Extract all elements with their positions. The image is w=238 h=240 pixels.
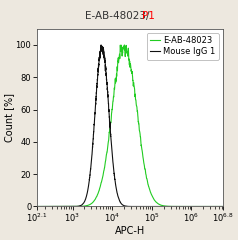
Mouse IgG 1 bbox=[198, 205, 201, 208]
Legend: E-AB-48023, Mouse IgG 1: E-AB-48023, Mouse IgG 1 bbox=[147, 33, 219, 60]
E-AB-48023 bbox=[218, 205, 221, 208]
Text: P1: P1 bbox=[142, 11, 154, 21]
E-AB-48023 bbox=[57, 205, 60, 208]
Mouse IgG 1 bbox=[57, 205, 60, 208]
Y-axis label: Count [%]: Count [%] bbox=[4, 93, 14, 142]
E-AB-48023 bbox=[123, 43, 126, 46]
E-AB-48023 bbox=[35, 205, 38, 208]
X-axis label: APC-H: APC-H bbox=[115, 226, 145, 236]
E-AB-48023 bbox=[198, 205, 201, 208]
Line: E-AB-48023: E-AB-48023 bbox=[37, 45, 223, 206]
Mouse IgG 1 bbox=[100, 43, 103, 46]
E-AB-48023 bbox=[222, 205, 224, 208]
Mouse IgG 1 bbox=[35, 205, 38, 208]
Line: Mouse IgG 1: Mouse IgG 1 bbox=[37, 45, 223, 206]
Mouse IgG 1 bbox=[107, 101, 110, 104]
Text: E-AB-48023/: E-AB-48023/ bbox=[85, 11, 153, 21]
Mouse IgG 1 bbox=[68, 205, 71, 208]
E-AB-48023 bbox=[68, 205, 71, 208]
E-AB-48023 bbox=[115, 76, 118, 79]
Mouse IgG 1 bbox=[218, 205, 221, 208]
E-AB-48023 bbox=[107, 140, 110, 143]
Mouse IgG 1 bbox=[222, 205, 224, 208]
Mouse IgG 1 bbox=[115, 188, 118, 191]
